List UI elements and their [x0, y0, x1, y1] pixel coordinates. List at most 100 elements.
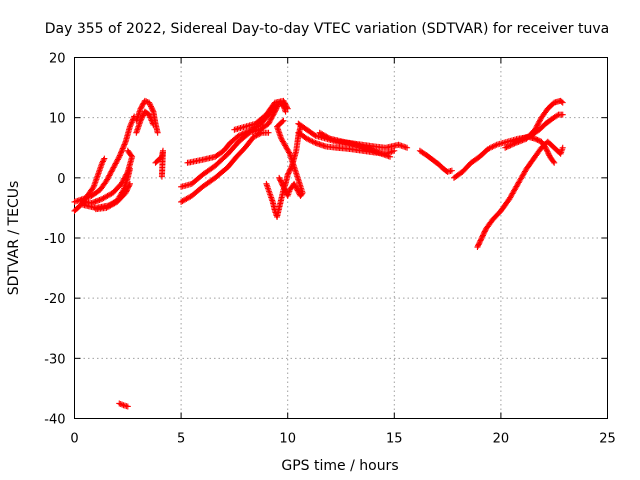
data-point — [125, 183, 132, 190]
data-point — [475, 242, 482, 249]
data-point — [137, 105, 144, 112]
data-point — [279, 182, 286, 189]
data-point — [283, 103, 290, 110]
data-point — [281, 99, 288, 106]
data-point — [545, 149, 552, 156]
data-point — [126, 165, 133, 172]
data-point — [281, 100, 288, 107]
data-point — [448, 167, 455, 174]
data-point — [138, 115, 145, 122]
data-point — [150, 121, 157, 128]
data-point — [280, 97, 287, 104]
y-tick-labels: -40 -30 -20 -10 0 10 20 — [44, 52, 65, 428]
data-point — [543, 147, 550, 154]
data-point — [508, 141, 515, 148]
data-point — [544, 148, 551, 155]
y-tick-label: -10 — [44, 232, 65, 247]
data-point — [534, 122, 541, 129]
data-point — [281, 185, 288, 192]
y-tick-label: -40 — [44, 413, 65, 428]
data-point — [558, 98, 565, 105]
data-point — [326, 134, 333, 141]
data-point — [285, 169, 292, 176]
data-point — [101, 155, 108, 162]
data-point — [104, 175, 111, 182]
data-point — [242, 129, 249, 136]
x-axis-label: GPS time / hours — [281, 458, 398, 474]
data-point — [109, 165, 116, 172]
data-point — [476, 240, 483, 247]
data-point — [534, 121, 541, 128]
data-point — [280, 183, 287, 190]
data-point — [141, 97, 148, 104]
data-point — [116, 400, 123, 407]
data-point — [293, 186, 300, 193]
data-point — [507, 142, 514, 149]
data-point — [105, 173, 112, 180]
data-point — [106, 172, 113, 179]
y-tick-label: 10 — [49, 112, 66, 127]
data-point — [120, 144, 127, 151]
x-tick-label: 15 — [386, 432, 403, 447]
data-point — [146, 99, 153, 106]
data-point — [479, 232, 486, 239]
data-point — [277, 178, 284, 185]
data-marks — [71, 97, 566, 410]
data-point — [294, 187, 301, 194]
data-point — [149, 107, 156, 114]
data-point — [504, 143, 511, 150]
data-point — [287, 166, 294, 173]
data-point — [140, 112, 147, 119]
data-point — [489, 143, 496, 150]
data-point — [111, 163, 118, 170]
x-tick-label: 10 — [279, 432, 296, 447]
data-point — [103, 177, 110, 184]
data-point — [281, 186, 288, 193]
data-point — [266, 118, 273, 125]
data-point — [279, 118, 286, 125]
data-point — [475, 241, 482, 248]
data-point — [108, 168, 115, 175]
data-point — [137, 117, 144, 124]
data-point — [309, 138, 316, 145]
data-point — [492, 142, 499, 149]
data-point — [117, 401, 124, 408]
chart-title: Day 355 of 2022, Sidereal Day-to-day VTE… — [45, 21, 609, 37]
data-point — [536, 118, 543, 125]
data-point — [559, 111, 566, 118]
data-point — [506, 142, 513, 149]
data-point — [124, 186, 131, 193]
data-point — [303, 135, 310, 142]
data-point — [478, 235, 485, 241]
data-point — [480, 231, 487, 238]
data-point — [114, 156, 121, 163]
data-point — [485, 145, 492, 152]
data-point — [254, 131, 261, 138]
data-point — [279, 137, 286, 144]
data-point — [118, 149, 125, 156]
data-point — [122, 189, 129, 196]
data-point — [278, 179, 285, 186]
data-point — [481, 228, 488, 235]
data-point — [154, 129, 161, 136]
data-point — [477, 237, 484, 244]
data-point — [533, 136, 540, 143]
data-point — [532, 135, 539, 142]
data-point — [147, 102, 154, 109]
data-point — [535, 120, 542, 127]
data-point — [269, 112, 276, 119]
data-point — [110, 164, 117, 171]
data-point — [147, 103, 154, 110]
data-point — [502, 144, 509, 151]
data-point — [283, 104, 290, 111]
data-point — [125, 184, 132, 191]
data-point — [146, 100, 153, 107]
data-point — [118, 148, 125, 155]
data-point — [126, 180, 133, 187]
data-point — [554, 112, 561, 119]
data-point — [291, 182, 298, 189]
data-point — [404, 144, 411, 151]
y-tick-label: -20 — [44, 292, 65, 307]
data-point — [535, 137, 542, 144]
